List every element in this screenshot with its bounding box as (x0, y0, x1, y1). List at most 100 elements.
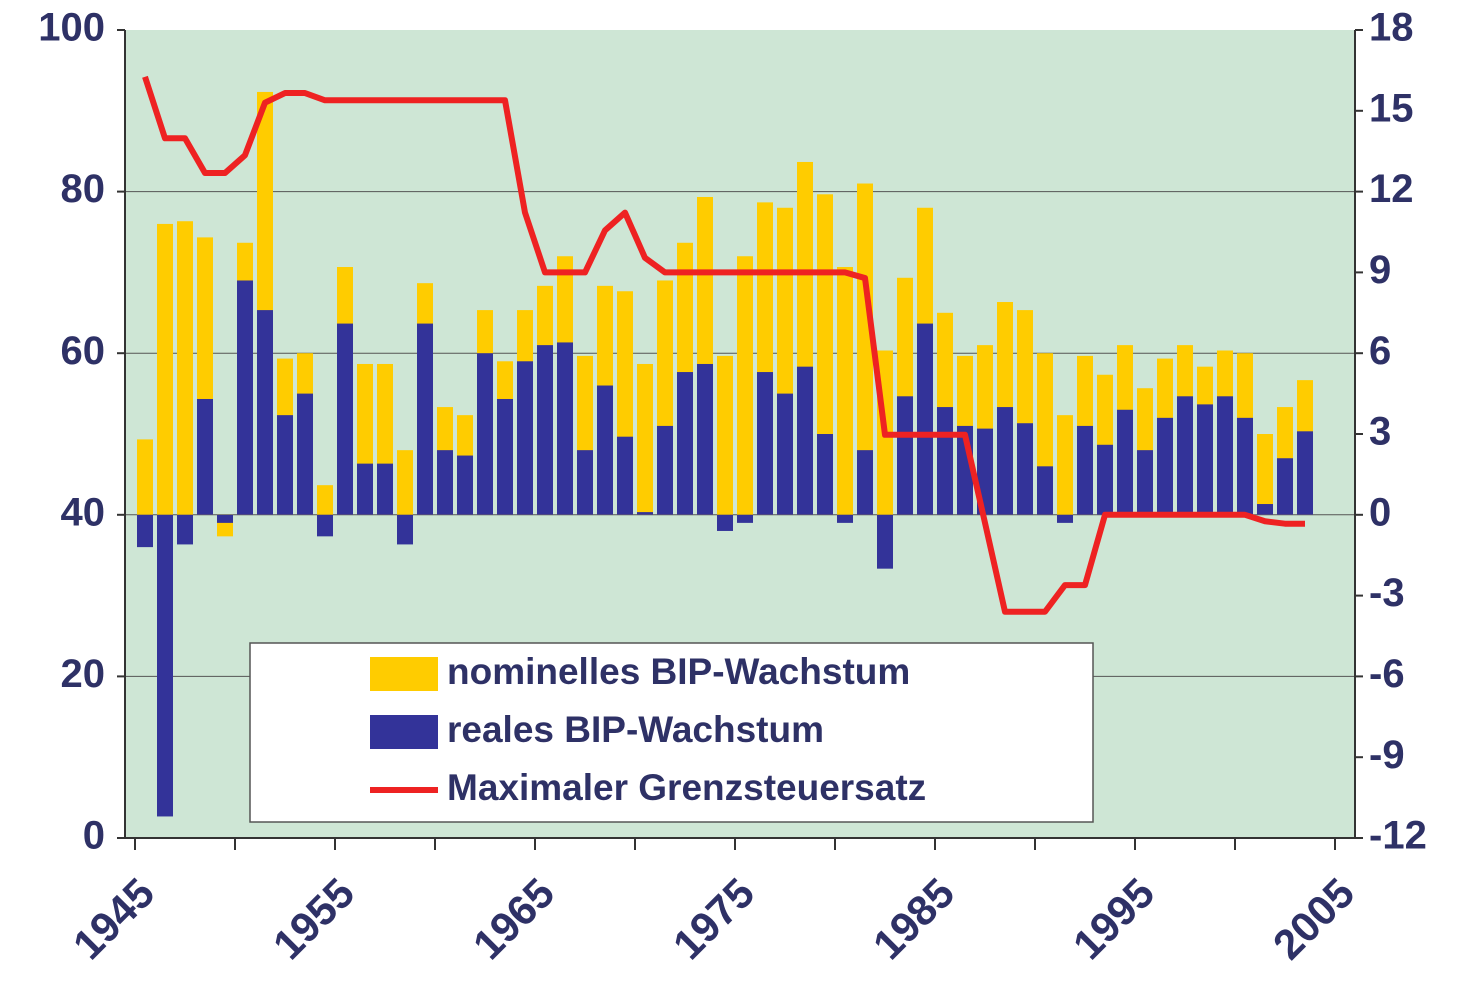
bar (757, 372, 773, 515)
bar (797, 366, 813, 515)
bar (157, 514, 173, 817)
bar (1197, 404, 1213, 515)
bar (217, 514, 233, 523)
x-tick-label: 1975 (664, 869, 763, 968)
y2-tick-label: -6 (1369, 652, 1405, 696)
bar (697, 363, 713, 515)
bar (257, 310, 273, 515)
bar (1057, 514, 1073, 523)
bar (837, 514, 853, 523)
bar (1137, 450, 1153, 515)
bar (737, 514, 753, 523)
bar (137, 439, 153, 515)
bar (857, 450, 873, 515)
bar (717, 355, 733, 515)
legend: nominelles BIP-Wachstum reales BIP-Wachst… (249, 642, 1094, 823)
bar (237, 280, 253, 515)
x-tick-label: 1955 (264, 869, 363, 968)
legend-label: nominelles BIP-Wachstum (447, 651, 910, 692)
bar (597, 385, 613, 515)
y2-tick-label: 6 (1369, 329, 1391, 373)
bar (297, 393, 313, 515)
y-tick-label: 100 (38, 6, 105, 50)
bar (1217, 396, 1233, 515)
bar (277, 415, 293, 515)
x-tick-label: 1965 (464, 869, 563, 968)
bar (617, 436, 633, 515)
bar (677, 372, 693, 515)
y-tick-label: 0 (83, 814, 105, 858)
legend-swatch (370, 657, 438, 691)
bar (737, 256, 753, 515)
bar (157, 223, 173, 515)
bar (1117, 409, 1133, 515)
legend-label: Maximaler Grenzsteuersatz (447, 767, 926, 808)
bar (1017, 423, 1033, 515)
bar (1057, 415, 1073, 515)
bar (877, 514, 893, 569)
y2-tick-label: 9 (1369, 248, 1391, 292)
bar (897, 396, 913, 515)
bar (637, 512, 653, 515)
bar (837, 267, 853, 515)
bar (1097, 444, 1113, 515)
bar (437, 450, 453, 515)
bar (317, 485, 333, 515)
bar (717, 514, 733, 531)
x-tick-label: 1945 (64, 869, 163, 968)
bar (417, 323, 433, 515)
bar (397, 450, 413, 515)
y2-tick-label: 15 (1369, 86, 1414, 130)
bar (1037, 466, 1053, 515)
bar (317, 514, 333, 537)
x-tick-label: 1985 (864, 869, 963, 968)
y-tick-label: 60 (61, 329, 106, 373)
y-tick-label: 80 (61, 167, 106, 211)
x-tick-label: 1995 (1064, 869, 1163, 968)
bar (1297, 431, 1313, 515)
bar (937, 407, 953, 515)
bar (1077, 425, 1093, 515)
line (142, 75, 1305, 615)
bar (477, 353, 493, 515)
bar (817, 434, 833, 515)
bar (1277, 458, 1293, 515)
legend-swatch (370, 715, 438, 749)
bar (637, 363, 653, 515)
bar (397, 514, 413, 545)
y2-tick-label: 0 (1369, 490, 1391, 534)
bar (1177, 396, 1193, 515)
y2-tick-label: 3 (1369, 410, 1391, 454)
bar (917, 323, 933, 515)
bar (857, 183, 873, 515)
y2-tick-label: -9 (1369, 733, 1405, 777)
y-tick-label: 20 (61, 652, 106, 696)
bar (177, 221, 193, 515)
bar (197, 398, 213, 515)
bar (457, 455, 473, 515)
bar (497, 398, 513, 515)
y2-tick-label: 18 (1369, 6, 1414, 50)
y2-tick-label: -12 (1369, 814, 1427, 858)
bar (557, 342, 573, 515)
y2-tick-label: -3 (1369, 571, 1405, 615)
bar (1257, 504, 1273, 515)
bar (577, 450, 593, 515)
bar (777, 393, 793, 515)
y-tick-label: 40 (61, 490, 106, 534)
legend-label: reales BIP-Wachstum (447, 709, 824, 750)
bar (517, 361, 533, 515)
bar (657, 425, 673, 515)
bar (177, 514, 193, 545)
bar (1157, 417, 1173, 515)
bar (537, 345, 553, 515)
bar (357, 463, 373, 515)
bar (137, 514, 153, 548)
x-tick-label: 2005 (1264, 869, 1363, 968)
bar (337, 323, 353, 515)
bar (1257, 434, 1273, 515)
bar (1237, 417, 1253, 515)
bar (377, 463, 393, 515)
y2-tick-label: 12 (1369, 167, 1414, 211)
